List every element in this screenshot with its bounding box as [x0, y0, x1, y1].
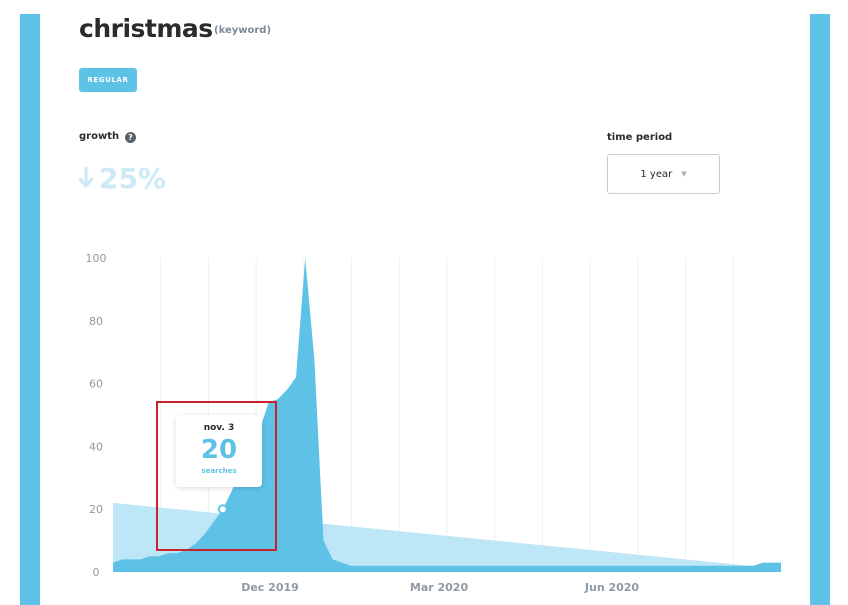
- time-period-select[interactable]: 1 year ▼: [607, 154, 720, 194]
- arrow-down-icon: [79, 166, 93, 188]
- y-tick-label: 80: [89, 315, 103, 328]
- search-volume-area: [113, 258, 781, 572]
- help-icon[interactable]: ?: [125, 132, 136, 143]
- growth-percent: 25%: [99, 161, 167, 195]
- growth-label: growth: [79, 131, 120, 142]
- left-accent-bar: [20, 14, 40, 605]
- y-tick-label: 100: [86, 252, 107, 265]
- y-tick-label: 40: [89, 440, 103, 453]
- tooltip-value: 20: [200, 435, 238, 465]
- y-tick-label: 20: [89, 503, 103, 516]
- y-tick-label: 0: [93, 566, 100, 579]
- keyword-type-label: (keyword): [214, 25, 272, 36]
- tooltip-date: nov. 3: [203, 423, 235, 433]
- highlight-box: [156, 401, 277, 551]
- y-axis-ticks: 0 20 40 60 80 100: [86, 252, 107, 579]
- growth-value: 25%: [79, 161, 167, 195]
- tooltip-unit: searches: [201, 467, 237, 475]
- hover-point[interactable]: [217, 504, 228, 515]
- x-tick-label: Dec 2019: [241, 581, 299, 594]
- time-period-value: 1 year: [640, 168, 673, 180]
- regular-button[interactable]: REGULAR: [79, 68, 137, 92]
- x-axis-ticks: Dec 2019 Mar 2020 Jun 2020: [241, 581, 639, 594]
- x-tick-label: Mar 2020: [410, 581, 469, 594]
- right-accent-bar: [810, 14, 830, 605]
- chart-tooltip: nov. 3 20 searches: [176, 415, 262, 487]
- chevron-down-icon: ▼: [681, 170, 687, 178]
- x-tick-label: Jun 2020: [584, 581, 640, 594]
- time-period-label: time period: [607, 132, 673, 143]
- keyword-title: christmas: [79, 14, 213, 43]
- y-tick-label: 60: [89, 378, 103, 391]
